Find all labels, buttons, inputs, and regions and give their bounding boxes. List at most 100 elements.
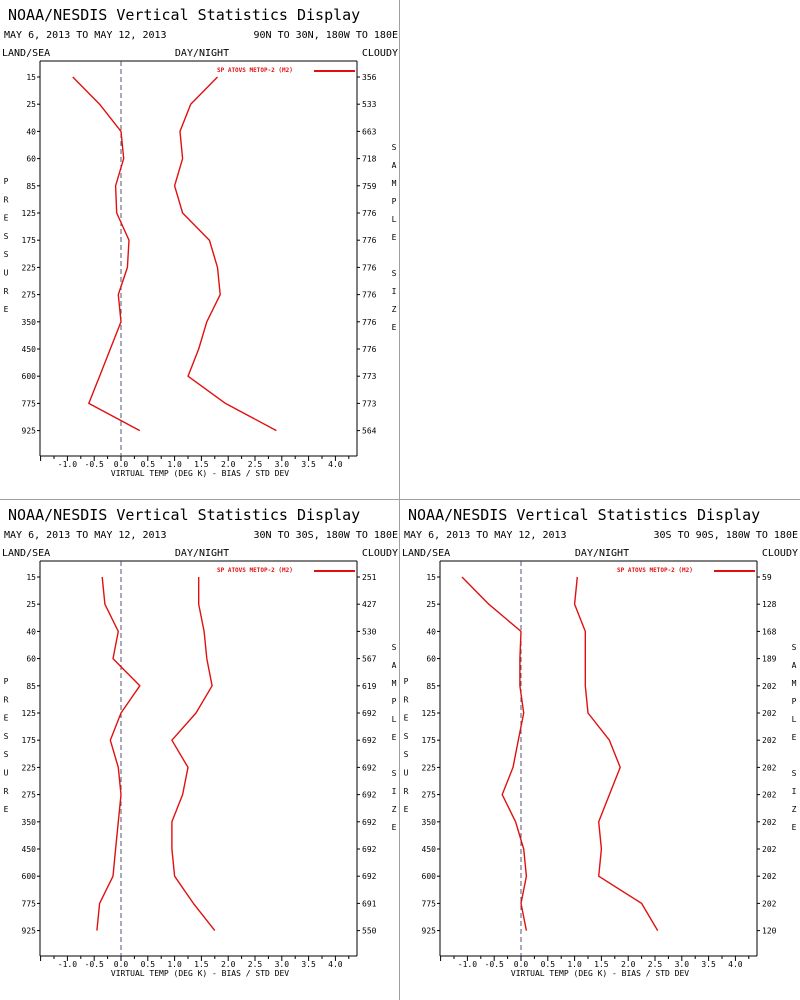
chart-svg: NOAA/NESDIS Vertical Statistics Display M… [402,506,798,978]
land-sea-label: LAND/SEA [402,548,450,559]
pressure-level-label: 85 [26,182,36,191]
sample-size-label: 530 [362,627,377,636]
x-tick-label: 1.5 [194,460,209,469]
x-tick-label: 4.0 [328,960,343,969]
sample-size-label: 692 [362,709,377,718]
sample-size-label: 202 [762,763,777,772]
date-range: MAY 6, 2013 TO MAY 12, 2013 [4,530,167,541]
x-tick-label: 1.0 [567,960,582,969]
sample-size-label: 202 [762,736,777,745]
sample-size-label: 202 [762,682,777,691]
chart-title: NOAA/NESDIS Vertical Statistics Display [8,506,360,524]
pressure-axis-letter: P [4,677,9,686]
sample-size-axis-letter: M [392,679,397,688]
pressure-level-label: 925 [422,927,437,936]
day-night-label: DAY/NIGHT [175,548,229,559]
vertical-panel-divider [399,0,400,1000]
sample-size-axis-letter: E [392,733,397,742]
pressure-level-label: 775 [22,399,37,408]
land-sea-label: LAND/SEA [2,548,50,559]
sample-size-label: 692 [362,818,377,827]
sample-size-label: 202 [762,709,777,718]
sample-size-label: 202 [762,791,777,800]
sample-size-label: 691 [362,899,377,908]
sample-size-label: 663 [362,127,377,136]
sample-size-axis-letter: Z [392,305,397,314]
sample-size-label: 189 [762,655,777,664]
x-tick-label: 0.5 [141,960,156,969]
pressure-level-label: 450 [22,345,37,354]
pressure-level-label: 60 [26,155,36,164]
x-tick-label: 2.5 [248,460,263,469]
legend-label: SP ATOVS METOP-2 (M2) [217,67,293,74]
x-tick-label: 0.0 [514,960,529,969]
legend-label: SP ATOVS METOP-2 (M2) [217,567,293,574]
x-tick-label: 1.5 [194,960,209,969]
sample-size-label: 168 [762,627,777,636]
sample-size-label: 692 [362,845,377,854]
pressure-level-label: 85 [26,682,36,691]
sample-size-label: 776 [362,209,377,218]
pressure-axis-letter: P [4,177,9,186]
sample-size-axis-letter: S [392,643,397,652]
sample-size-label: 202 [762,899,777,908]
bias-line [96,576,141,931]
pressure-level-label: 775 [422,899,437,908]
pressure-level-label: 600 [22,872,37,881]
pressure-level-label: 40 [26,127,36,136]
x-tick-label: 2.0 [221,960,236,969]
x-tick-label: 1.0 [167,960,182,969]
x-tick-label: 0.5 [541,960,556,969]
sample-size-label: 427 [362,600,377,609]
pressure-axis-letter: R [4,195,9,204]
x-tick-label: 4.0 [728,960,743,969]
pressure-axis-letter: S [4,750,9,759]
pressure-level-label: 225 [422,763,437,772]
pressure-level-label: 125 [22,209,37,218]
sample-size-axis-letter: P [792,697,797,706]
sample-size-label: 776 [362,263,377,272]
sample-size-label: 533 [362,100,377,109]
pressure-level-label: 15 [26,73,36,82]
pressure-axis-letter: E [4,214,9,223]
pressure-level-label: 925 [22,427,37,436]
x-tick-label: 3.0 [275,460,290,469]
pressure-level-label: 25 [26,600,36,609]
x-tick-label: 1.0 [167,460,182,469]
x-tick-label: 4.0 [328,460,343,469]
sample-size-axis-letter: M [792,679,797,688]
x-tick-label: 3.5 [301,460,316,469]
sample-size-axis-letter: I [392,287,397,296]
sample-size-axis-letter: L [792,715,797,724]
sample-size-label: 202 [762,872,777,881]
x-tick-label: 3.0 [275,960,290,969]
pressure-axis-letter: U [404,769,409,778]
sample-size-axis-letter: E [792,733,797,742]
x-tick-label: 0.0 [114,960,129,969]
x-axis-label: VIRTUAL TEMP (DEG K) - BIAS / STD DEV [111,469,289,478]
x-tick-label: 0.5 [141,460,156,469]
pressure-axis-letter: S [4,732,9,741]
sample-size-label: 776 [362,291,377,300]
sample-size-label: 692 [362,872,377,881]
x-tick-label: 3.0 [675,960,690,969]
pressure-level-label: 350 [22,818,37,827]
pressure-level-label: 275 [22,791,37,800]
pressure-level-label: 450 [22,845,37,854]
pressure-level-label: 225 [22,763,37,772]
sample-size-axis-letter: M [392,179,397,188]
pressure-axis-letter: E [404,805,409,814]
sample-size-axis-letter: E [392,823,397,832]
cloudy-label: CLOUDY [362,48,398,59]
sample-size-axis-letter: P [392,697,397,706]
x-tick-label: -0.5 [85,460,104,469]
sample-size-label: 692 [362,791,377,800]
pressure-level-label: 600 [22,372,37,381]
land-sea-label: LAND/SEA [2,48,50,59]
sample-size-axis-letter: E [792,823,797,832]
pressure-level-label: 85 [426,682,436,691]
x-tick-label: -0.5 [85,960,104,969]
sample-size-label: 773 [362,399,377,408]
pressure-axis-letter: E [4,805,9,814]
pressure-axis-letter: S [4,232,9,241]
